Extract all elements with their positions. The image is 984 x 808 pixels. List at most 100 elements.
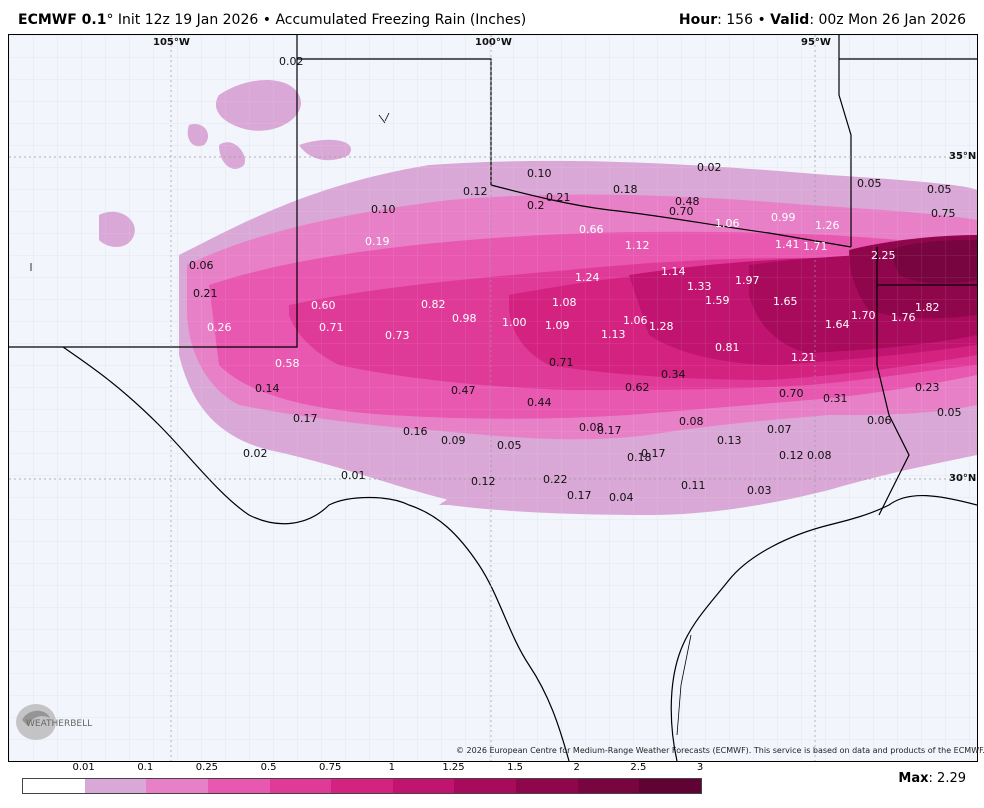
accumulation-value-label: 0.70: [779, 387, 804, 400]
accumulation-value-label: 0.48: [675, 195, 700, 208]
accumulation-value-label: 0.10: [527, 167, 552, 180]
accumulation-value-label: 0.13: [717, 434, 742, 447]
accumulation-value-label: 1.76: [891, 311, 916, 324]
legend-swatch: [454, 779, 517, 793]
degree-mark: °: [106, 12, 114, 28]
legend-swatch: [146, 779, 208, 793]
gulf-coastline: [670, 495, 977, 761]
accumulation-value-label: 0.34: [661, 368, 686, 381]
forecast-map: 105°W 100°W 95°W 35°N 30°N 0.02 0.10 0.12 0…: [8, 34, 978, 762]
copyright-notice: © 2026 European Centre for Medium-Range …: [456, 746, 984, 755]
accumulation-value-label: 0.05: [857, 177, 882, 190]
accumulation-value-label: 0.26: [207, 321, 232, 334]
legend-swatch: [516, 779, 578, 793]
valid-value: : 00z Mon 26 Jan 2026: [809, 12, 966, 28]
lat-label: 30°N: [949, 473, 976, 484]
legend-swatch: [331, 779, 393, 793]
state-border-arkansas: [838, 35, 852, 247]
legend-color-bar: [22, 778, 702, 794]
logo-text: WEATHERBELL: [26, 719, 92, 729]
accumulation-value-label: 0.21: [546, 191, 571, 204]
legend-swatch: [207, 779, 270, 793]
rio-grande: [62, 346, 570, 761]
accumulation-value-label: 0.98: [452, 312, 477, 325]
max-label: Max: [898, 771, 929, 786]
accumulation-labels: 0.020.100.12 0.210.20.180.020.480.701.06 0…: [189, 55, 962, 504]
lon-label: 95°W: [801, 37, 831, 48]
accumulation-value-label: 0.62: [625, 381, 650, 394]
accumulation-value-label: 1.14: [661, 265, 686, 278]
accumulation-value-label: 0.08: [679, 415, 704, 428]
accumulation-value-label: 1.06: [623, 314, 648, 327]
accumulation-value-label: 0.73: [385, 329, 410, 342]
state-border-west: [9, 59, 298, 348]
accumulation-value-label: 0.19: [365, 235, 390, 248]
accumulation-value-label: 0.60: [311, 299, 336, 312]
accumulation-value-label: 0.05: [937, 406, 962, 419]
lon-label: 105°W: [153, 37, 190, 48]
legend-swatch: [639, 779, 702, 793]
graticule: [9, 35, 977, 761]
accumulation-value-label: 1.70: [851, 309, 876, 322]
hour-label: Hour: [678, 12, 718, 28]
accumulation-value-label: 1.28: [649, 320, 674, 333]
legend-tick-label: 1: [388, 762, 395, 773]
accumulation-value-label: 0.06: [867, 414, 892, 427]
accumulation-value-label: 0.02: [243, 447, 268, 460]
legend-swatch: [577, 779, 640, 793]
legend-tick-label: 1.25: [442, 762, 465, 773]
accumulation-value-label: 0.44: [527, 396, 552, 409]
accumulation-value-label: 0.17: [567, 489, 592, 502]
legend-tick-label: 0.1: [137, 762, 154, 773]
accumulation-value-label: 1.21: [791, 351, 816, 364]
political-boundaries: [9, 35, 977, 761]
valid-time: Hour: 156 • Valid: 00z Mon 26 Jan 2026: [679, 12, 966, 28]
accumulation-value-label: 1.41: [775, 238, 800, 251]
accumulation-value-label: 0.18: [627, 451, 652, 464]
accumulation-value-label: 0.58: [275, 357, 300, 370]
accumulation-value-label: 0.01: [341, 469, 366, 482]
legend-swatch: [84, 779, 147, 793]
state-border-louisiana: [876, 247, 910, 516]
accumulation-value-label: 0.82: [421, 298, 446, 311]
state-border-red-river: [490, 184, 852, 248]
accumulation-value-label: 0.06: [189, 259, 214, 272]
max-value: Max: 2.29: [898, 771, 966, 786]
map-title: ECMWF 0.1° Init 12z 19 Jan 2026 • Accumu…: [18, 12, 526, 28]
accumulation-value-label: 1.12: [625, 239, 650, 252]
accumulation-value-label: 0.75: [931, 207, 956, 220]
accumulation-value-label: 0.18: [613, 183, 638, 196]
accumulation-value-label: 1.13: [601, 328, 626, 341]
accumulation-value-label: 0.03: [747, 484, 772, 497]
accumulation-value-label: 0.11: [681, 479, 706, 492]
legend-swatch: [23, 779, 85, 793]
init-time: Init 12z 19 Jan 2026: [117, 12, 259, 28]
accumulation-value-label: 0.66: [579, 223, 604, 236]
legend-swatch: [269, 779, 332, 793]
accumulation-value-label: 0.07: [767, 423, 792, 436]
accumulation-value-label: 0.17: [641, 447, 666, 460]
valid-label: Valid: [770, 12, 810, 28]
accumulation-value-label: 1.71: [803, 240, 828, 253]
bullet: •: [262, 12, 271, 28]
map-canvas: 105°W 100°W 95°W 35°N 30°N 0.020.100.12 0…: [9, 35, 977, 761]
accumulation-value-label: 0.10: [371, 203, 396, 216]
accumulation-value-label: 0.12: [463, 185, 488, 198]
accumulation-value-label: 1.97: [735, 274, 760, 287]
legend-tick-label: 2.5: [630, 762, 647, 773]
legend-tick-label: 0.01: [72, 762, 95, 773]
accumulation-value-label: 1.82: [915, 301, 940, 314]
accumulation-value-label: 1.33: [687, 280, 712, 293]
accumulation-value-label: 0.16: [403, 425, 428, 438]
accumulation-value-label: 0.99: [771, 211, 796, 224]
accumulation-value-label: 1.59: [705, 294, 730, 307]
legend-tick-label: 0.75: [319, 762, 342, 773]
freezing-rain-shading: [9, 35, 977, 761]
accumulation-value-label: 0.70: [669, 205, 694, 218]
accumulation-value-label: 0.31: [823, 392, 848, 405]
accumulation-value-label: 0.08: [579, 421, 604, 434]
accumulation-value-label: 0.23: [915, 381, 940, 394]
legend-tick-label: 0.5: [260, 762, 277, 773]
accumulation-value-label: 1.00: [502, 316, 527, 329]
accumulation-value-label: 0.02: [279, 55, 304, 68]
